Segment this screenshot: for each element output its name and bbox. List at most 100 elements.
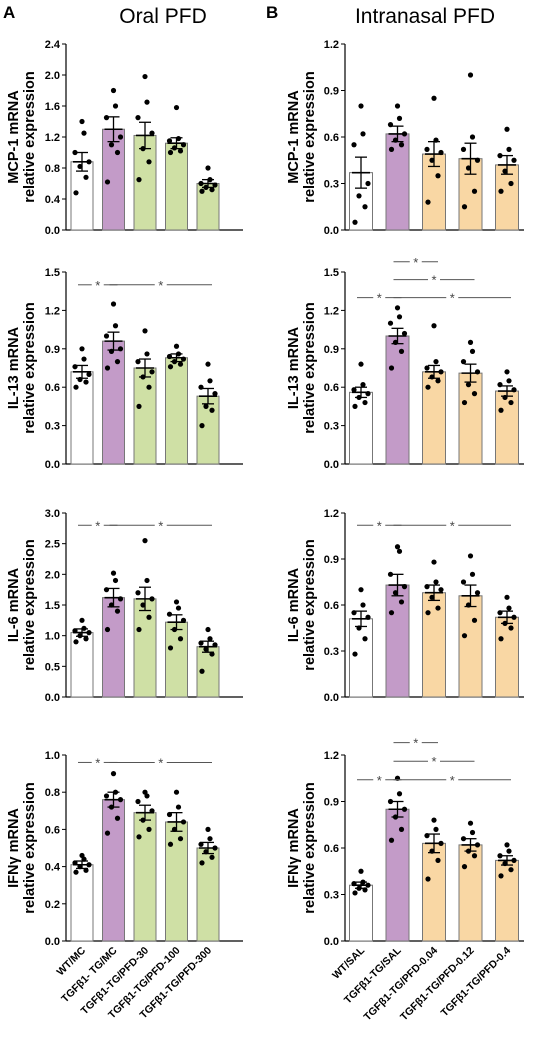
data-point: [136, 626, 142, 633]
data-point: [144, 351, 150, 357]
y-tick-label: 0.0: [324, 225, 339, 237]
data-point: [180, 617, 187, 623]
data-point: [146, 384, 152, 390]
data-point: [387, 798, 394, 805]
data-point: [177, 836, 184, 842]
significance-star: *: [158, 755, 163, 770]
data-point: [433, 826, 439, 833]
data-point: [431, 817, 437, 823]
data-point: [86, 630, 92, 636]
data-point: [471, 391, 478, 397]
y-axis-label-line2: relative expression: [302, 539, 318, 670]
bar: [102, 799, 125, 942]
data-point: [394, 103, 401, 109]
data-point: [498, 188, 504, 194]
bar: [422, 592, 446, 698]
data-point: [166, 611, 173, 617]
data-point: [209, 407, 215, 413]
data-point: [205, 626, 211, 633]
data-point: [77, 633, 83, 639]
data-point: [103, 115, 110, 121]
data-point: [73, 384, 79, 390]
y-tick-label: 1.2: [324, 750, 339, 762]
data-point: [117, 596, 124, 602]
data-point: [502, 168, 508, 174]
data-point: [142, 73, 148, 80]
data-point: [136, 834, 142, 840]
data-point: [199, 423, 205, 429]
bar: [70, 161, 94, 231]
data-point: [365, 391, 371, 397]
y-axis-label-line1: MCP-1 mRNA: [286, 90, 302, 184]
data-point: [388, 837, 395, 843]
data-point: [199, 188, 205, 194]
y-axis-label-line1: IFNγ mRNA: [6, 808, 22, 888]
significance-star: *: [377, 773, 382, 788]
data-point: [146, 614, 152, 620]
data-point: [471, 188, 478, 194]
bar: [165, 142, 188, 231]
data-point: [136, 403, 142, 409]
data-point: [110, 87, 117, 94]
bar: [458, 595, 483, 698]
chart-b-2: 0.0 0.3 0.6 0.9 1.2 1.5 IL-13 mRNA relative exp…: [286, 255, 524, 471]
data-point: [177, 361, 184, 367]
y-tick-label: 1.2: [324, 508, 339, 520]
data-point: [199, 860, 205, 866]
significance-star: *: [450, 773, 455, 788]
data-point: [117, 346, 124, 352]
data-point: [474, 590, 481, 596]
data-point: [205, 165, 211, 171]
data-point: [114, 359, 121, 365]
data-point: [117, 134, 124, 140]
data-point: [433, 579, 439, 585]
data-point: [86, 862, 92, 868]
x-category-label: TGFβ1-TG/PFD-0.4: [439, 945, 514, 1020]
data-point: [469, 571, 476, 577]
y-tick-label: 0.6: [324, 132, 339, 144]
data-point: [86, 159, 92, 165]
data-point: [387, 571, 394, 577]
data-point: [171, 145, 178, 151]
data-point: [351, 142, 357, 148]
data-point: [435, 173, 441, 179]
data-point: [460, 579, 467, 585]
data-point: [209, 187, 215, 193]
data-point: [352, 890, 358, 896]
data-point: [433, 359, 439, 365]
data-point: [392, 814, 399, 820]
x-category-label: TGFβ1- TG/MC: [59, 944, 120, 1005]
chart-a-3: 0.0 0.5 1.0 1.5 2.0 2.5 3.0 IL-6 mRNA relative e…: [6, 508, 243, 704]
data-point: [173, 104, 180, 111]
data-point: [504, 594, 510, 600]
data-point: [392, 590, 399, 596]
data-point: [506, 605, 512, 611]
data-point: [365, 614, 371, 620]
data-point: [81, 625, 87, 631]
bar: [133, 367, 157, 465]
data-point: [362, 204, 368, 210]
y-tick-label: 1.0: [45, 631, 60, 643]
significance-star: *: [413, 736, 418, 751]
data-point: [142, 328, 148, 334]
y-axis-label-line2: relative expression: [22, 782, 38, 913]
data-point: [149, 130, 155, 136]
significance-star: *: [95, 518, 100, 533]
data-point: [72, 149, 78, 156]
bar: [495, 859, 519, 942]
bar: [165, 821, 188, 942]
data-point: [171, 359, 178, 365]
data-point: [135, 359, 141, 365]
y-tick-label: 1.2: [45, 305, 60, 317]
data-point: [508, 180, 514, 187]
data-point: [212, 391, 218, 397]
bar: [385, 808, 410, 942]
data-point: [207, 836, 213, 842]
data-point: [425, 876, 431, 882]
data-point: [175, 135, 182, 142]
data-point: [140, 374, 146, 380]
y-tick-label: 0.6: [45, 382, 60, 394]
data-point: [167, 841, 174, 847]
data-point: [140, 146, 146, 152]
